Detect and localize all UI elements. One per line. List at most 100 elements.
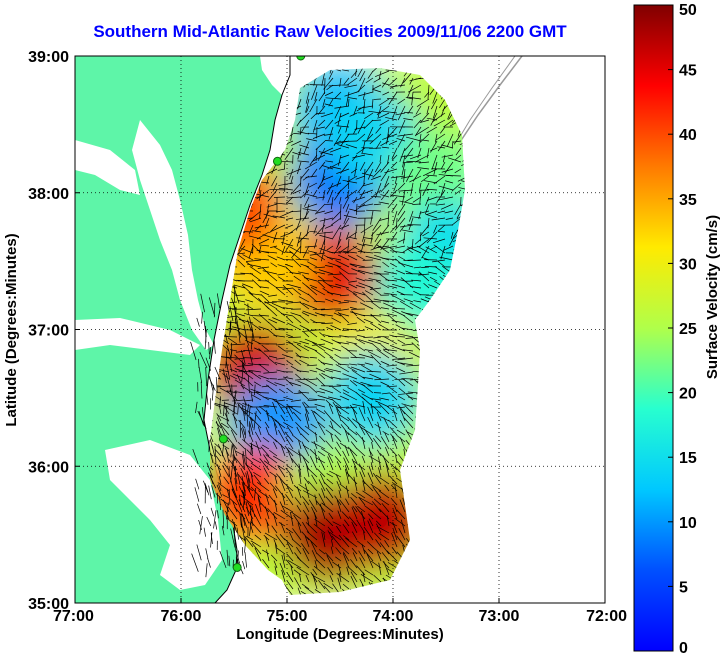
velocity-arrow bbox=[296, 119, 302, 127]
velocity-arrow bbox=[269, 482, 278, 492]
velocity-arrow bbox=[242, 450, 246, 464]
velocity-arrow bbox=[236, 350, 246, 353]
velocity-arrow bbox=[255, 392, 270, 401]
velocity-arrow bbox=[232, 443, 238, 457]
velocity-arrow bbox=[248, 370, 262, 380]
velocity-arrow bbox=[371, 441, 374, 450]
velocity-arrow bbox=[310, 423, 318, 429]
velocity-arrow bbox=[290, 565, 294, 576]
velocity-arrow bbox=[365, 133, 374, 142]
velocity-arrow bbox=[330, 433, 334, 443]
velocity-arrow bbox=[214, 492, 222, 499]
velocity-arrow bbox=[358, 389, 366, 394]
velocity-arrow bbox=[297, 380, 310, 387]
velocity-arrow bbox=[210, 424, 214, 436]
velocity-arrow bbox=[286, 360, 294, 366]
velocity-arrow bbox=[325, 399, 334, 408]
velocity-arrow bbox=[236, 315, 246, 324]
velocity-arrow bbox=[356, 105, 366, 112]
velocity-arrow bbox=[242, 405, 246, 422]
colorbar-tick-label: 45 bbox=[679, 63, 697, 80]
velocity-arrow bbox=[268, 434, 278, 443]
velocity-arrow bbox=[241, 362, 245, 383]
velocity-arrow bbox=[215, 455, 222, 464]
velocity-arrow bbox=[251, 339, 262, 345]
velocity-arrow bbox=[442, 154, 446, 163]
velocity-arrow bbox=[297, 160, 310, 163]
velocity-arrow bbox=[352, 505, 358, 513]
velocity-arrow bbox=[350, 441, 358, 450]
velocity-arrow bbox=[362, 480, 366, 492]
velocity-arrow bbox=[413, 112, 422, 118]
velocity-arrow bbox=[289, 168, 294, 180]
velocity-arrow bbox=[265, 493, 270, 506]
velocity-arrow bbox=[323, 133, 334, 136]
velocity-arrow bbox=[254, 534, 262, 541]
velocity-arrow bbox=[311, 154, 326, 162]
velocity-arrow bbox=[402, 161, 414, 164]
velocity-arrow bbox=[285, 217, 294, 220]
velocity-arrow bbox=[422, 231, 430, 237]
velocity-arrow bbox=[265, 413, 278, 422]
velocity-arrow bbox=[249, 293, 262, 296]
velocity-arrow bbox=[392, 408, 398, 422]
velocity-arrow bbox=[349, 363, 358, 366]
velocity-arrow bbox=[347, 387, 358, 394]
velocity-arrow bbox=[368, 286, 382, 296]
velocity-arrow bbox=[346, 566, 350, 576]
velocity-arrow bbox=[399, 419, 406, 429]
velocity-arrow bbox=[289, 272, 302, 275]
velocity-arrow bbox=[284, 445, 294, 457]
velocity-arrow bbox=[231, 488, 237, 498]
velocity-arrow bbox=[420, 112, 430, 123]
velocity-arrow bbox=[251, 505, 256, 518]
velocity-arrow bbox=[251, 394, 262, 401]
velocity-arrow bbox=[250, 520, 262, 534]
x-tick-label: 77:00 bbox=[53, 608, 94, 625]
velocity-arrow bbox=[291, 538, 302, 548]
velocity-arrow bbox=[233, 285, 240, 304]
velocity-arrow bbox=[216, 293, 220, 309]
velocity-arrow bbox=[289, 531, 294, 541]
velocity-arrow bbox=[338, 301, 350, 304]
velocity-arrow bbox=[298, 484, 310, 492]
velocity-arrow bbox=[311, 343, 326, 346]
velocity-arrow bbox=[279, 562, 286, 576]
velocity-arrow bbox=[309, 231, 318, 233]
velocity-arrow bbox=[199, 352, 208, 369]
velocity-arrow bbox=[302, 210, 310, 222]
velocity-arrow bbox=[449, 238, 454, 246]
velocity-arrow bbox=[373, 189, 382, 197]
velocity-arrow bbox=[229, 363, 233, 372]
velocity-arrow bbox=[249, 416, 262, 429]
velocity-arrow bbox=[384, 271, 398, 275]
velocity-arrow bbox=[299, 340, 310, 345]
velocity-arrow bbox=[430, 147, 438, 152]
velocity-arrow bbox=[213, 510, 217, 529]
x-tick-label: 74:00 bbox=[373, 608, 414, 625]
velocity-arrow bbox=[385, 69, 398, 72]
velocity-arrow bbox=[329, 575, 334, 583]
velocity-arrow bbox=[236, 472, 241, 485]
velocity-arrow bbox=[344, 465, 350, 478]
velocity-arrow bbox=[328, 403, 334, 415]
velocity-arrow bbox=[285, 301, 302, 304]
velocity-arrow bbox=[421, 266, 430, 268]
velocity-arrow bbox=[321, 502, 334, 513]
velocity-arrow bbox=[382, 431, 390, 436]
velocity-arrow bbox=[436, 189, 446, 204]
velocity-arrow bbox=[347, 566, 358, 576]
velocity-arrow bbox=[390, 175, 406, 179]
velocity-arrow bbox=[217, 510, 219, 519]
velocity-arrow bbox=[290, 312, 302, 317]
velocity-arrow bbox=[399, 408, 406, 422]
velocity-arrow bbox=[285, 202, 294, 205]
velocity-arrow bbox=[453, 133, 462, 145]
velocity-arrow bbox=[391, 532, 398, 548]
velocity-arrow bbox=[387, 126, 398, 138]
velocity-arrow bbox=[216, 417, 225, 435]
velocity-arrow bbox=[364, 161, 374, 174]
velocity-arrow bbox=[311, 84, 318, 100]
velocity-arrow bbox=[219, 387, 230, 394]
velocity-arrow bbox=[234, 354, 246, 366]
